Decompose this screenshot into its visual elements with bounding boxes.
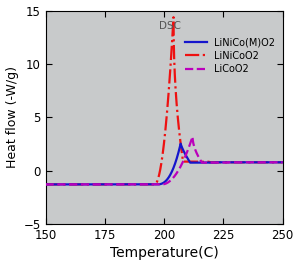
X-axis label: Temperature(C): Temperature(C) [110, 246, 218, 260]
Y-axis label: Heat flow (-W/g): Heat flow (-W/g) [6, 66, 19, 168]
Text: DSC: DSC [159, 21, 181, 31]
Legend: LiNiCo(M)O2, LiNiCoO2, LiCoO2: LiNiCo(M)O2, LiNiCoO2, LiCoO2 [185, 37, 275, 74]
